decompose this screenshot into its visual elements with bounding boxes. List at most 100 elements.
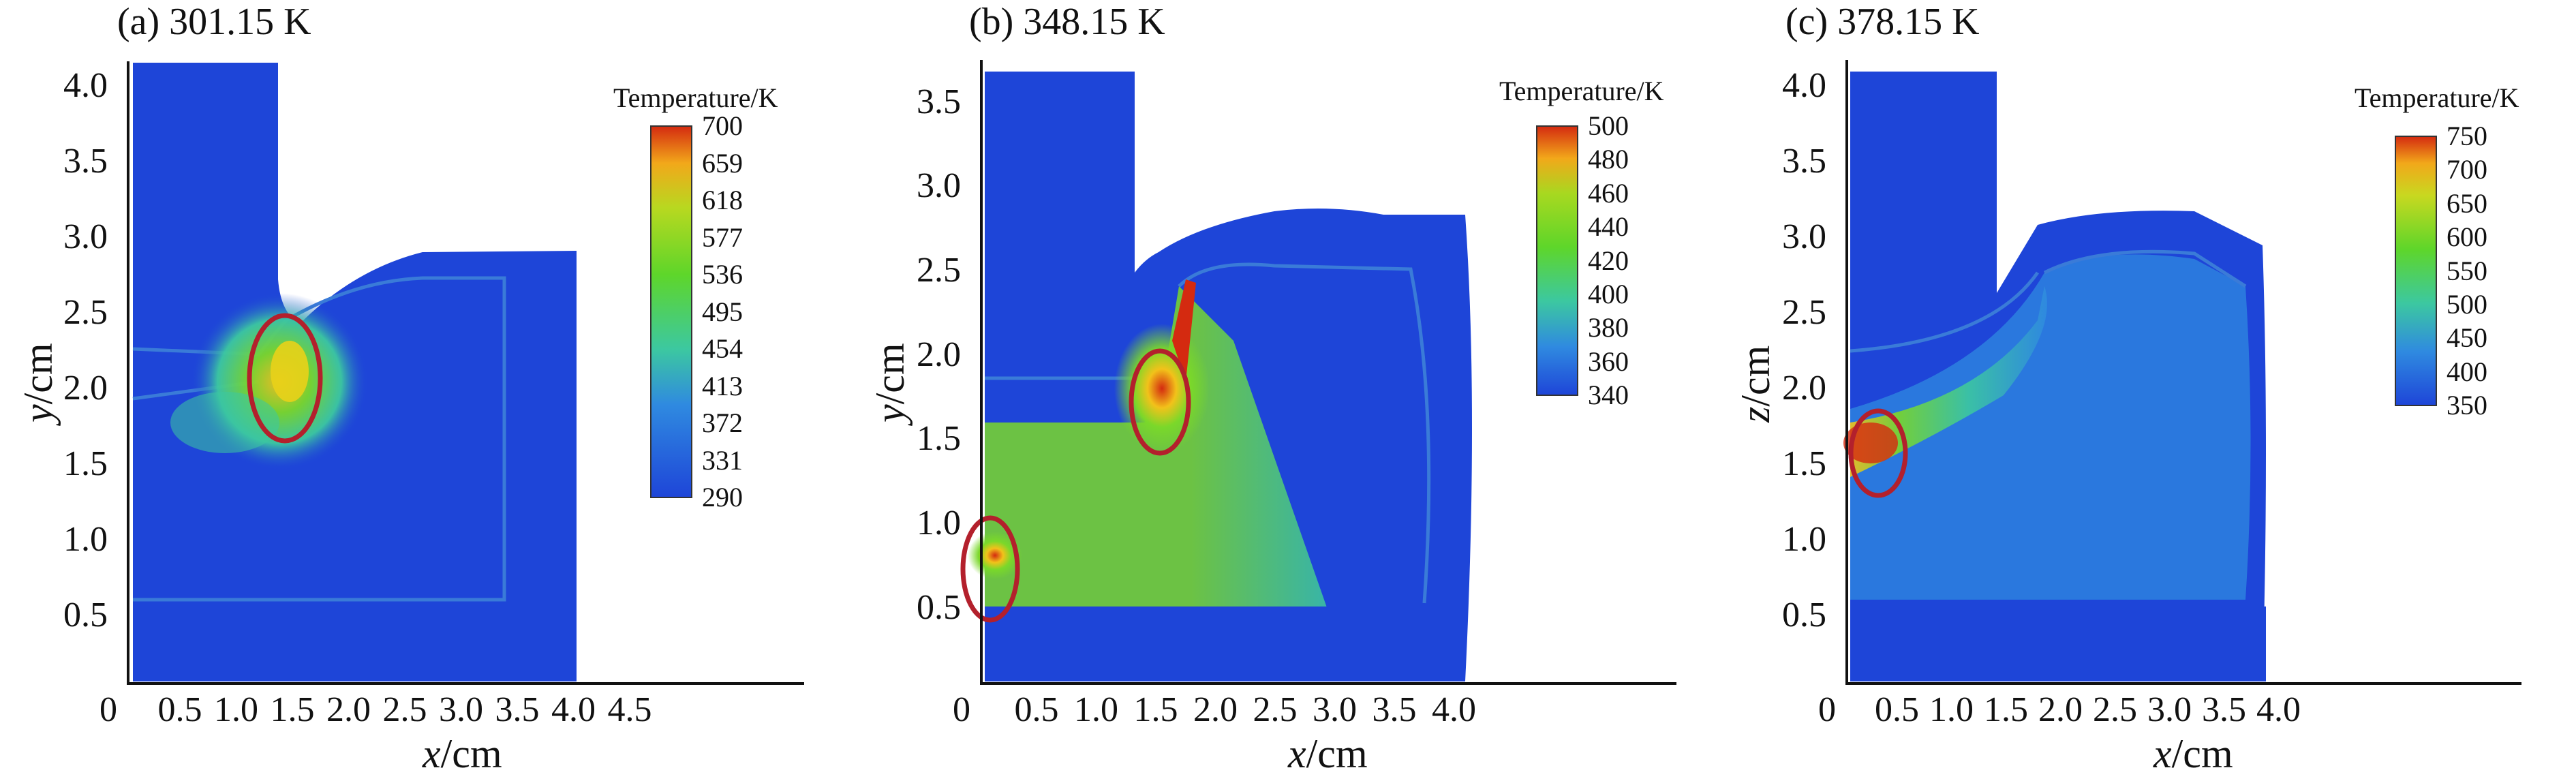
colorbar-tick-c: 650 bbox=[2447, 187, 2487, 219]
colorbar-tick-b: 440 bbox=[1588, 211, 1629, 243]
x-axis-label-b: x/cm bbox=[1288, 731, 1368, 776]
y-tick-c: 2.0 bbox=[1782, 369, 1826, 408]
y-tick-c: 3.5 bbox=[1782, 142, 1826, 181]
x-tick-a: 4.5 bbox=[607, 690, 652, 729]
colorbar-tick-c: 500 bbox=[2447, 288, 2487, 320]
y-tick-a: 1.5 bbox=[63, 444, 108, 484]
colorbar-tick-c: 350 bbox=[2447, 390, 2487, 420]
y-tick-a: 2.5 bbox=[63, 293, 108, 333]
colorbar-title-b: Temperature/K bbox=[1499, 76, 1664, 106]
colorbar-tick-c: 400 bbox=[2447, 356, 2487, 387]
title-b: (b) 348.15 K bbox=[969, 1, 1165, 43]
title-a: (a) 301.15 K bbox=[117, 1, 311, 43]
y-tick-c: 3.0 bbox=[1782, 217, 1826, 257]
panel-b: (b) 348.15 K Temperature/K 500 480 460 440 4… bbox=[852, 0, 1717, 783]
heatmap-a bbox=[127, 61, 804, 685]
y-tick-b: 3.0 bbox=[917, 166, 961, 206]
colorbar-tick-c: 550 bbox=[2447, 255, 2487, 286]
x-tick-c: 3.5 bbox=[2202, 690, 2246, 729]
colorbar-tick-a: 372 bbox=[702, 408, 743, 438]
colorbar-title-c: Temperature/K bbox=[2355, 82, 2519, 113]
y-axis-label-b: y/cm bbox=[868, 343, 913, 423]
x-axis-label-a: x/cm bbox=[423, 731, 502, 776]
x-tick-c: 3.0 bbox=[2147, 690, 2192, 729]
x-tick-b: 3.5 bbox=[1372, 690, 1417, 729]
y-tick-c: 1.5 bbox=[1782, 444, 1826, 484]
x-tick-c: 4.0 bbox=[2256, 690, 2301, 729]
panel-c: (c) 378.15 K Temperature/K 750 700 650 600 5… bbox=[1717, 0, 2576, 783]
colorbar-tick-a: 659 bbox=[702, 147, 743, 179]
x-tick-b: 2.5 bbox=[1253, 690, 1298, 729]
colorbar-tick-a: 700 bbox=[702, 110, 743, 141]
colorbar-tick-a: 454 bbox=[702, 333, 743, 364]
colorbar-tick-b: 380 bbox=[1588, 312, 1629, 343]
title-c: (c) 378.15 K bbox=[1785, 1, 1980, 43]
y-tick-b: 1.5 bbox=[917, 419, 961, 459]
x-tick-b: 1.0 bbox=[1074, 690, 1118, 729]
colorbar-tick-b: 420 bbox=[1588, 245, 1629, 276]
x-tick-a: 1.5 bbox=[270, 690, 315, 729]
heatmap-c bbox=[1843, 60, 2521, 685]
hotspot-marker-b1 bbox=[1129, 348, 1191, 456]
colorbar-tick-b: 460 bbox=[1588, 177, 1629, 209]
y-tick-c: 2.5 bbox=[1782, 293, 1826, 333]
x-tick-a: 1.0 bbox=[214, 690, 258, 729]
x-tick-a: 3.5 bbox=[495, 690, 540, 729]
colorbar-tick-b: 340 bbox=[1588, 380, 1629, 410]
x-tick-a: 0.5 bbox=[157, 690, 202, 729]
x-tick-a: 0 bbox=[99, 690, 117, 729]
y-tick-a: 1.0 bbox=[63, 520, 108, 559]
colorbar-tick-c: 600 bbox=[2447, 221, 2487, 253]
x-tick-c: 2.5 bbox=[2093, 690, 2137, 729]
x-tick-b: 3.0 bbox=[1313, 690, 1357, 729]
x-tick-c: 2.0 bbox=[2038, 690, 2083, 729]
y-tick-a: 4.0 bbox=[63, 66, 108, 106]
y-tick-a: 3.0 bbox=[63, 217, 108, 257]
colorbar-tick-c: 750 bbox=[2447, 121, 2487, 151]
panel-a: (a) 301.15 K Temperature/K 700 659 618 577 5… bbox=[0, 0, 852, 783]
y-tick-a: 0.5 bbox=[63, 596, 108, 635]
x-tick-c: 0.5 bbox=[1875, 690, 1919, 729]
hotspot-marker-b2 bbox=[960, 515, 1020, 623]
x-tick-c: 1.0 bbox=[1929, 690, 1974, 729]
colorbar-tick-b: 400 bbox=[1588, 278, 1629, 309]
colorbar-tick-b: 500 bbox=[1588, 110, 1629, 141]
y-axis-label-c: z/cm bbox=[1733, 345, 1778, 423]
colorbar-b bbox=[1536, 125, 1578, 396]
colorbar-tick-b: 360 bbox=[1588, 346, 1629, 377]
y-tick-a: 2.0 bbox=[63, 369, 108, 408]
colorbar-tick-c: 450 bbox=[2447, 322, 2487, 354]
y-tick-b: 3.5 bbox=[917, 82, 961, 121]
y-tick-c: 4.0 bbox=[1782, 66, 1826, 106]
y-tick-b: 1.0 bbox=[917, 504, 961, 543]
colorbar-title-a: Temperature/K bbox=[613, 82, 778, 113]
x-tick-c: 1.5 bbox=[1984, 690, 2028, 729]
hotspot-marker-a bbox=[247, 313, 323, 444]
x-tick-c: 0 bbox=[1818, 690, 1836, 729]
colorbar-tick-a: 618 bbox=[702, 185, 743, 215]
colorbar-tick-a: 331 bbox=[702, 444, 743, 476]
x-tick-b: 0.5 bbox=[1014, 690, 1059, 729]
x-axis-label-c: x/cm bbox=[2153, 731, 2233, 776]
x-tick-a: 2.0 bbox=[326, 690, 371, 729]
y-tick-a: 3.5 bbox=[63, 142, 108, 181]
x-tick-b: 0 bbox=[953, 690, 970, 729]
x-tick-a: 2.5 bbox=[382, 690, 427, 729]
colorbar-tick-b: 480 bbox=[1588, 144, 1629, 175]
x-tick-a: 4.0 bbox=[551, 690, 596, 729]
y-axis-label-a: y/cm bbox=[16, 343, 61, 423]
y-tick-b: 0.5 bbox=[917, 587, 961, 627]
colorbar-tick-a: 290 bbox=[702, 482, 743, 512]
colorbar-tick-a: 495 bbox=[702, 296, 743, 327]
x-tick-b: 1.5 bbox=[1133, 690, 1178, 729]
colorbar-c bbox=[2395, 136, 2437, 406]
heatmap-b bbox=[960, 60, 1676, 685]
x-tick-b: 2.0 bbox=[1193, 690, 1238, 729]
colorbar-tick-a: 413 bbox=[702, 370, 743, 401]
y-tick-b: 2.0 bbox=[917, 335, 961, 374]
y-tick-c: 0.5 bbox=[1782, 596, 1826, 635]
y-tick-c: 1.0 bbox=[1782, 520, 1826, 559]
y-tick-b: 2.5 bbox=[917, 251, 961, 290]
colorbar-tick-a: 536 bbox=[702, 259, 743, 290]
hotspot-marker-c bbox=[1848, 408, 1908, 498]
